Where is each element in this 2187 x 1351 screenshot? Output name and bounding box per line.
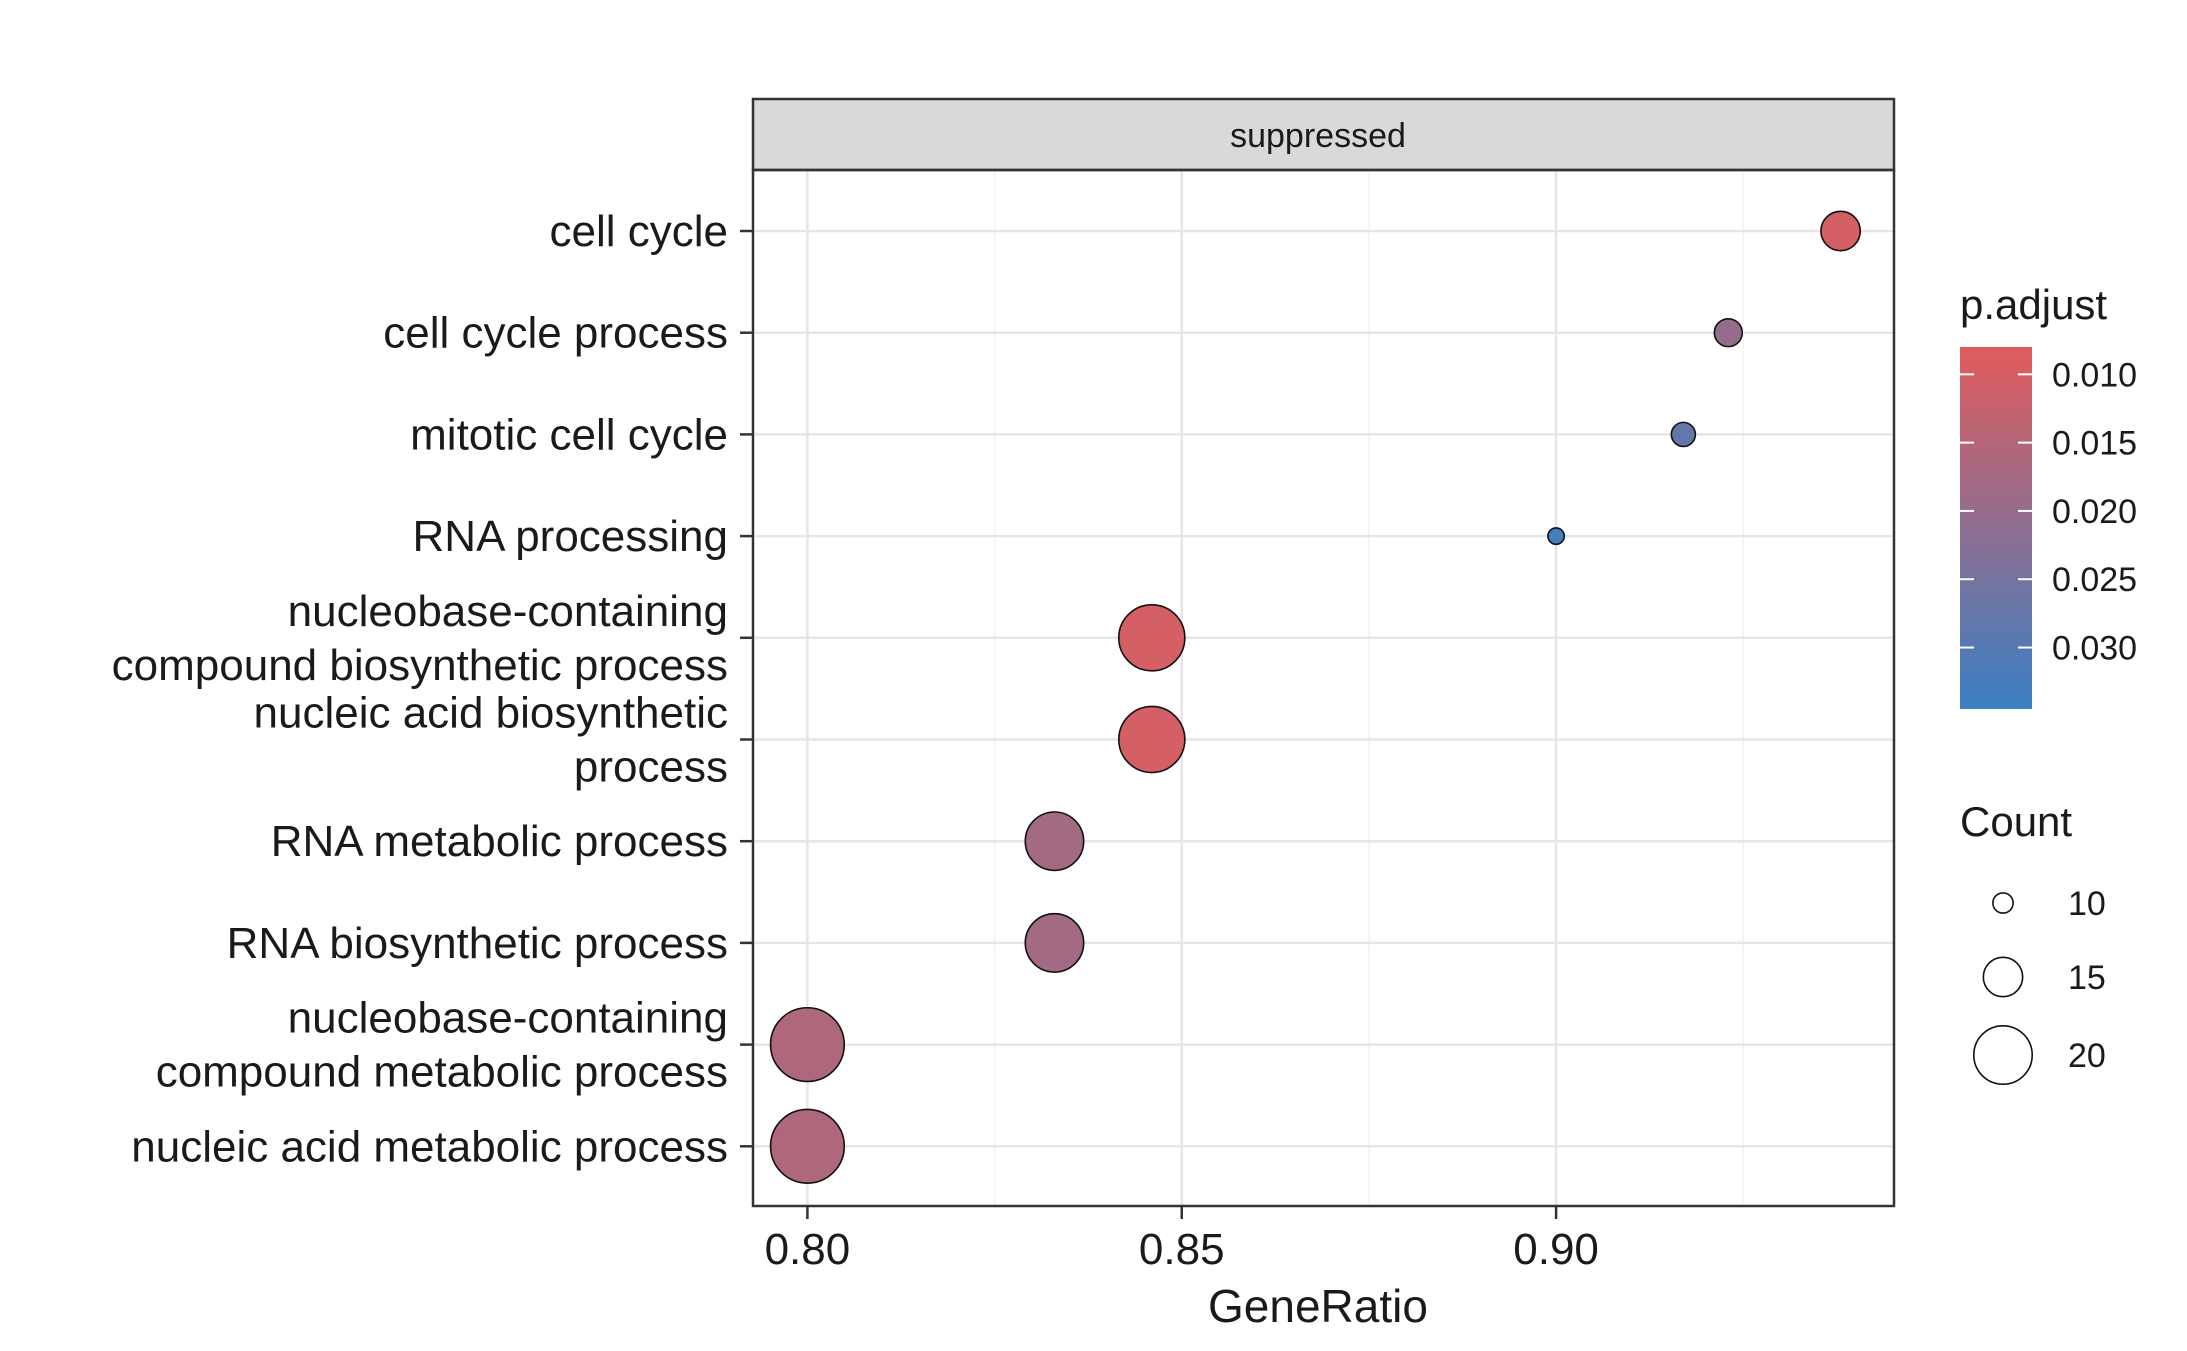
plot-panel-background [755,171,1894,1206]
plot-panel-border [751,168,1896,1208]
data-point [1024,811,1085,872]
y-tick-label: cell cycle [550,207,729,256]
data-point [1024,912,1085,973]
facet-strip [751,97,1896,172]
gridlines [755,171,1893,1205]
x-axis-title: GeneRatio [1208,1280,1428,1332]
y-tick-label: nucleic acid metabolic process [131,1122,728,1171]
y-tick-label: cell cycle process [383,309,728,358]
color-legend: 0.010 0.015 0.020 0.025 0.030 [1960,356,2137,668]
color-legend-label: 0.020 [2052,493,2137,531]
size-legend: 10 15 20 [1972,885,2106,1086]
y-tick-label: mitotic cell cycle [410,410,728,459]
size-legend-key [1992,892,2014,914]
data-point [1670,421,1697,448]
data-point [1547,527,1566,546]
y-tick-label: compound metabolic process [156,1048,728,1097]
y-tick-label: RNA processing [413,512,728,561]
color-legend-label: 0.030 [2052,630,2137,668]
y-tick-label: nucleobase-containing [288,994,728,1043]
x-tick-label: 0.90 [1513,1225,1599,1274]
data-point [769,1108,846,1184]
color-legend-label: 0.010 [2052,356,2137,394]
y-tick-label: compound biosynthetic process [112,641,728,690]
color-legend-bar [1960,347,2032,709]
x-tick-label: 0.80 [765,1225,851,1274]
facet-strip-label: suppressed [1230,117,1406,155]
y-tick-label: RNA biosynthetic process [227,919,728,968]
data-point [1713,317,1744,348]
x-axis: 0.80 0.85 0.90 [765,1206,1599,1274]
y-tick-label: nucleobase-containing [288,587,728,636]
data-point [1117,705,1186,774]
y-axis: cell cycle cell cycle process mitotic cell… [112,207,753,1171]
size-legend-key [1972,1024,2034,1086]
y-tick-label: process [574,743,728,792]
y-tick-label: RNA metabolic process [271,817,728,866]
color-legend-title: p.adjust [1960,281,2107,328]
size-legend-label: 20 [2068,1037,2106,1075]
size-legend-label: 15 [2068,959,2106,997]
data-points [769,210,1862,1184]
data-point [1117,603,1186,672]
y-tick-label: nucleic acid biosynthetic [254,689,728,738]
size-legend-key [1982,956,2024,998]
color-legend-label: 0.015 [2052,425,2137,463]
color-legend-label: 0.025 [2052,561,2137,599]
data-point [1820,210,1862,252]
x-tick-label: 0.85 [1139,1225,1225,1274]
data-point [769,1006,846,1083]
size-legend-label: 10 [2068,885,2106,923]
size-legend-title: Count [1960,798,2072,845]
